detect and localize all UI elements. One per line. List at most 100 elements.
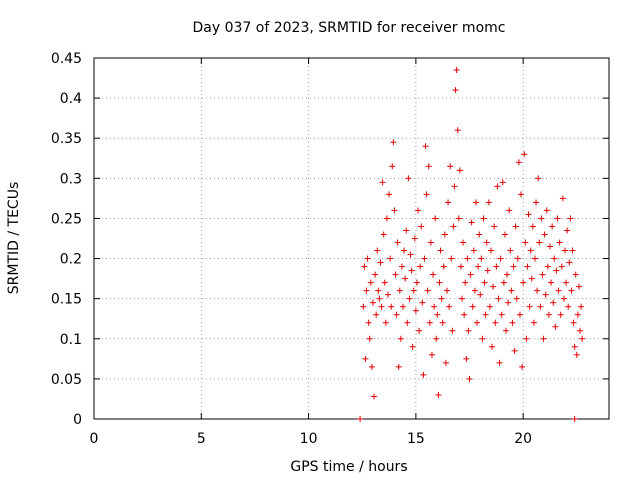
data-point <box>512 223 519 230</box>
data-point <box>506 207 513 214</box>
data-point <box>556 239 563 246</box>
data-point <box>447 163 454 170</box>
data-point <box>443 287 450 294</box>
gridlines <box>94 58 609 419</box>
data-point <box>555 287 562 294</box>
y-tick-label: 0.45 <box>51 51 82 67</box>
data-point <box>449 327 456 334</box>
data-point <box>400 303 406 310</box>
data-point <box>379 179 386 186</box>
data-point <box>408 267 415 274</box>
data-point <box>475 263 482 270</box>
data-point <box>491 223 498 230</box>
data-point <box>485 199 492 206</box>
data-point <box>361 263 368 270</box>
data-point <box>452 87 459 94</box>
data-point <box>455 215 462 222</box>
data-point <box>467 271 474 278</box>
y-tick-label: 0.2 <box>60 252 82 268</box>
x-axis-label: GPS time / hours <box>290 459 407 475</box>
data-point <box>514 255 521 262</box>
x-tick-label: 10 <box>300 431 318 447</box>
data-point <box>397 335 404 342</box>
data-point <box>439 319 446 326</box>
data-point <box>489 343 496 350</box>
data-point <box>559 195 566 202</box>
data-point <box>411 235 418 242</box>
data-point <box>427 239 434 246</box>
data-point <box>374 247 381 254</box>
data-point <box>503 327 509 334</box>
data-point <box>364 255 371 262</box>
data-point <box>577 327 584 334</box>
data-point <box>371 393 378 400</box>
data-point <box>435 391 442 398</box>
data-point <box>524 263 531 270</box>
x-tick-label: 15 <box>407 431 425 447</box>
data-point <box>382 319 389 326</box>
data-point <box>494 183 501 190</box>
data-point <box>535 175 542 182</box>
data-point <box>509 319 516 326</box>
data-point <box>463 355 470 362</box>
data-point <box>560 295 567 302</box>
data-point <box>365 319 372 326</box>
data-point <box>419 299 426 306</box>
data-point <box>421 255 428 262</box>
data-point <box>472 199 479 206</box>
data-point <box>510 263 517 270</box>
data-point <box>448 255 455 262</box>
data-point <box>388 303 395 310</box>
data-point <box>531 255 538 262</box>
data-point <box>394 239 401 246</box>
data-point <box>387 255 394 262</box>
data-point <box>565 303 572 310</box>
data-point <box>544 263 551 270</box>
data-point <box>483 239 490 246</box>
data-point <box>471 287 478 294</box>
data-point <box>545 311 552 318</box>
data-point <box>573 351 580 358</box>
data-point <box>508 287 515 294</box>
x-tick-label: 20 <box>514 431 532 447</box>
data-point <box>466 375 473 382</box>
y-tick-label: 0.15 <box>51 292 82 308</box>
data-point <box>542 291 549 298</box>
data-point <box>363 287 370 294</box>
data-point <box>520 279 527 286</box>
data-point <box>540 335 547 342</box>
data-point <box>453 67 460 74</box>
data-point <box>403 227 410 234</box>
data-point <box>441 231 448 238</box>
data-point <box>422 143 429 150</box>
data-point <box>430 271 437 278</box>
data-point <box>572 271 579 278</box>
data-point <box>437 247 444 254</box>
data-point <box>478 255 485 262</box>
data-point <box>479 335 486 342</box>
data-point <box>393 311 400 318</box>
data-point <box>533 199 540 206</box>
data-point <box>380 231 387 238</box>
data-point <box>389 163 396 170</box>
data-point <box>450 223 457 230</box>
data-point <box>454 127 461 134</box>
data-point <box>496 359 503 366</box>
data-point <box>523 335 530 342</box>
data-point <box>413 279 420 286</box>
data-point <box>518 191 525 198</box>
data-point <box>396 287 403 294</box>
data-point <box>410 287 417 294</box>
data-point <box>432 215 439 222</box>
data-point <box>497 255 504 262</box>
data-point <box>564 227 571 234</box>
data-point <box>541 231 548 238</box>
data-point <box>528 275 535 282</box>
data-point <box>384 291 391 298</box>
data-point <box>498 311 505 318</box>
data-point <box>554 215 561 222</box>
data-point <box>538 215 545 222</box>
data-point <box>369 299 376 306</box>
data-point <box>511 347 518 354</box>
data-point <box>438 295 445 302</box>
